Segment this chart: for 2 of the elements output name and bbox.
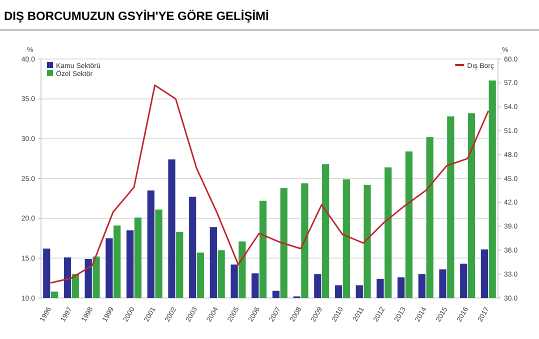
chart-title: DIŞ BORCUMUZUN GSYİH'YE GÖRE GELİŞİMİ xyxy=(4,9,269,23)
line-series xyxy=(50,84,490,284)
